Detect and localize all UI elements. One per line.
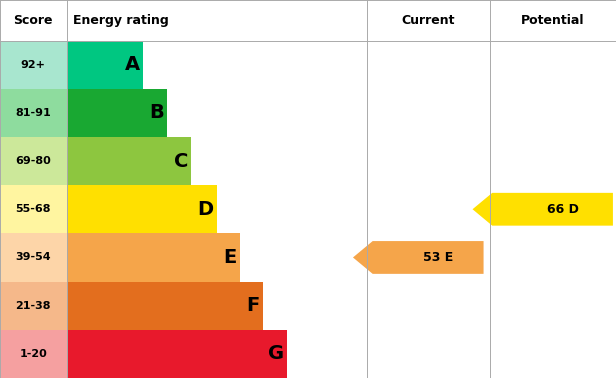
Text: B: B: [149, 103, 164, 122]
Text: C: C: [174, 152, 188, 170]
FancyBboxPatch shape: [67, 89, 167, 137]
Text: F: F: [246, 296, 260, 315]
Text: E: E: [224, 248, 237, 267]
Text: G: G: [268, 344, 284, 363]
FancyBboxPatch shape: [0, 89, 67, 137]
FancyBboxPatch shape: [0, 330, 67, 378]
Text: A: A: [125, 55, 140, 74]
Polygon shape: [472, 193, 613, 226]
Text: 66 D: 66 D: [546, 203, 578, 216]
Text: 69-80: 69-80: [15, 156, 51, 166]
Text: Score: Score: [14, 14, 53, 27]
Polygon shape: [353, 241, 484, 274]
FancyBboxPatch shape: [67, 40, 143, 89]
FancyBboxPatch shape: [67, 330, 287, 378]
Text: 39-54: 39-54: [15, 253, 51, 262]
FancyBboxPatch shape: [0, 137, 67, 185]
FancyBboxPatch shape: [0, 185, 67, 233]
FancyBboxPatch shape: [0, 282, 67, 330]
FancyBboxPatch shape: [67, 233, 240, 282]
Text: Energy rating: Energy rating: [73, 14, 168, 27]
Text: Current: Current: [402, 14, 455, 27]
Text: 92+: 92+: [21, 60, 46, 70]
Text: 81-91: 81-91: [15, 108, 51, 118]
Text: 53 E: 53 E: [423, 251, 453, 264]
Text: 55-68: 55-68: [15, 204, 51, 214]
FancyBboxPatch shape: [0, 40, 67, 89]
Text: Potential: Potential: [521, 14, 585, 27]
Text: D: D: [197, 200, 214, 219]
FancyBboxPatch shape: [67, 282, 263, 330]
Text: 21-38: 21-38: [15, 301, 51, 311]
FancyBboxPatch shape: [67, 185, 217, 233]
FancyBboxPatch shape: [67, 137, 191, 185]
FancyBboxPatch shape: [0, 233, 67, 282]
Text: 1-20: 1-20: [19, 349, 47, 359]
